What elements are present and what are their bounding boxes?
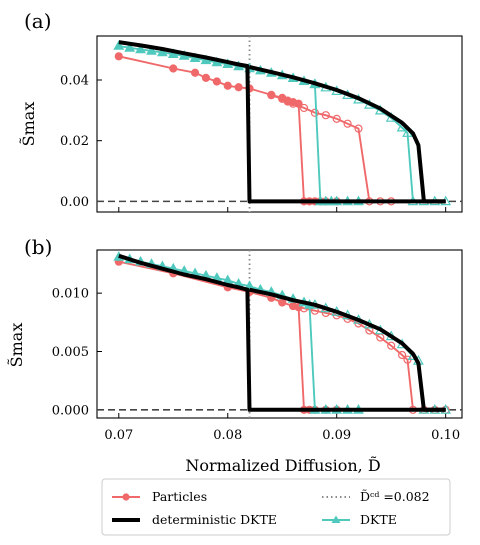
panel-a-point-particles — [299, 103, 309, 113]
panel-b-plot: 0.000 0.005 0.010 0.07 0.08 0.09 0.10 — [52, 249, 463, 443]
legend-frame — [101, 478, 451, 536]
legend-label-threshold: D̃ᶜᵈ =0.082 — [360, 489, 430, 504]
panel-b-series-deterministic-dkte-line — [249, 287, 446, 412]
panel-a-point-particles — [169, 64, 178, 73]
panel-b-point-particles — [397, 350, 407, 360]
legend-item-particles: Particles — [112, 489, 207, 504]
panel-b-frame — [96, 249, 463, 419]
legend-item-deterministic: deterministic DKTE — [112, 512, 277, 527]
legend-label-dkte: DKTE — [360, 512, 397, 527]
legend-marker-dkte — [331, 515, 341, 523]
legend-item-dkte: DKTE — [322, 512, 397, 527]
panel-b-xtick-label: 0.08 — [213, 428, 242, 443]
panel-b-xtick-label: 0.07 — [104, 428, 133, 443]
panel-a-point-particles — [283, 97, 292, 106]
panel-a-point-dkte — [113, 40, 125, 50]
x-axis-title: Normalized Diffusion, D̃ — [185, 456, 380, 475]
panel-a-point-particles — [354, 124, 363, 133]
panel-b: (b) S̃max 0.000 0.005 0.010 0.07 0.08 0.09 0.1… — [7, 235, 463, 475]
panel-a-point-particles — [321, 111, 330, 120]
panel-a-point-particles — [201, 73, 211, 82]
panel-a-series-deterministic-dkte-line — [249, 65, 446, 204]
panel-b-point-dkte — [244, 280, 255, 290]
panel-b-point-particles — [387, 341, 396, 350]
panel-a-point-particles — [310, 108, 320, 117]
panel-a-ytick-label: 0.02 — [60, 134, 89, 149]
panel-b-label: (b) — [24, 235, 52, 259]
panel-a-frame — [96, 35, 463, 213]
legend-item-threshold: D̃ᶜᵈ =0.082 — [322, 489, 430, 504]
panel-a-point-particles — [223, 81, 232, 90]
panel-a-point-particles — [343, 119, 352, 128]
legend-marker-particles — [122, 493, 130, 501]
panel-b-ytick-label: 0.000 — [52, 403, 89, 418]
panel-a-point-particles — [114, 52, 123, 61]
panel-a-point-dkte — [156, 46, 168, 57]
panel-a-plot: 0.00 0.02 0.04 — [60, 35, 463, 213]
panel-b-ytick-label: 0.005 — [52, 345, 89, 360]
panel-a-point-particles — [190, 68, 200, 77]
panel-a-series-deterministic-dkte-line — [118, 40, 446, 204]
panel-a-point-particles — [212, 77, 221, 86]
panel-a: (a) S̃max 0.00 0.02 0.04 — [19, 9, 463, 213]
legend-label-deterministic: deterministic DKTE — [152, 512, 277, 527]
panel-a-point-dkte — [146, 45, 157, 55]
panel-a-label: (a) — [24, 9, 52, 33]
panel-b-ytick-label: 0.010 — [52, 287, 89, 302]
legend-label-particles: Particles — [152, 489, 207, 504]
panel-a-point-particles — [332, 114, 341, 123]
legend: Particles D̃ᶜᵈ =0.082 deterministic DKTE… — [101, 478, 451, 536]
panel-b-point-particles — [365, 326, 374, 335]
panel-a-point-dkte — [124, 41, 136, 52]
panel-a-ytick-label: 0.04 — [60, 74, 89, 89]
panel-a-point-particles — [267, 91, 276, 100]
panel-a-ylabel: S̃max — [19, 102, 38, 147]
panel-b-series-deterministic-dkte-line — [118, 253, 446, 412]
panel-b-series-dkte-line — [303, 301, 446, 411]
panel-b-point-particles — [278, 298, 287, 307]
panel-a-point-dkte — [135, 43, 147, 54]
panel-a-ytick-label: 0.00 — [60, 195, 89, 210]
panel-b-xtick-label: 0.10 — [431, 428, 460, 443]
panel-b-ylabel: S̃max — [7, 323, 26, 368]
panel-b-xtick-label: 0.09 — [322, 428, 351, 443]
panel-a-point-particles — [234, 83, 243, 92]
panel-a-series-dkte-line — [314, 83, 446, 203]
panel-b-point-particles — [310, 306, 320, 315]
panel-a-series-particles-line — [271, 94, 392, 203]
panel-a-point-particles — [289, 99, 298, 108]
